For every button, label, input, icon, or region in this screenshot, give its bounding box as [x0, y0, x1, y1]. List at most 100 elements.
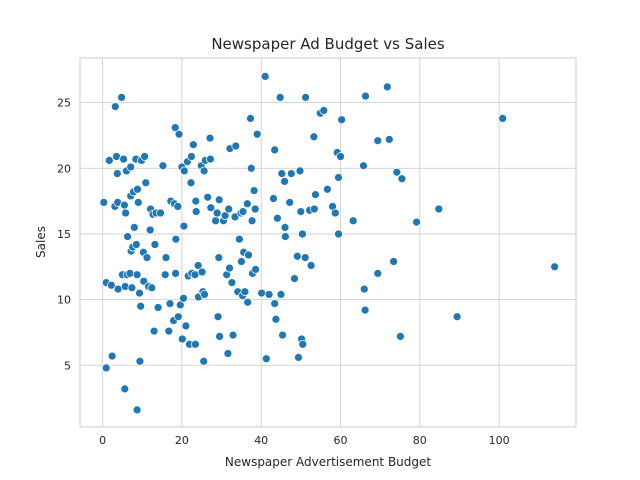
scatter-point	[179, 166, 189, 176]
scatter-point	[257, 288, 266, 298]
scatter-point	[133, 198, 143, 207]
scatter-point	[244, 250, 253, 260]
scatter-point	[104, 156, 114, 165]
scatter-point	[170, 123, 180, 132]
scatter-point	[290, 274, 299, 283]
scatter-point	[127, 283, 137, 293]
scatter-point	[301, 93, 310, 102]
scatter-point	[228, 330, 238, 340]
scatter-point	[161, 253, 171, 262]
scatter-point	[230, 212, 240, 222]
scatter-point	[197, 267, 207, 277]
y-tick-label: 10	[57, 294, 71, 307]
scatter-point	[203, 192, 213, 202]
scatter-point	[235, 234, 244, 244]
scatter-point	[237, 257, 246, 266]
scatter-point	[132, 270, 142, 280]
scatter-point	[330, 208, 340, 218]
scatter-point	[252, 129, 262, 139]
scatter-point	[110, 102, 120, 111]
scatter-point	[296, 207, 306, 216]
scatter-point	[193, 261, 203, 270]
scatter-point	[123, 232, 132, 241]
scatter-point	[295, 166, 305, 176]
scatter-point	[359, 161, 368, 171]
scatter-point	[131, 240, 141, 249]
scatter-point	[412, 217, 421, 227]
x-tick-label: 100	[489, 434, 510, 447]
scatter-point	[373, 269, 383, 278]
scatter-point	[550, 262, 559, 272]
scatter-point	[173, 202, 183, 211]
scatter-point	[337, 115, 347, 125]
scatter-point	[247, 216, 257, 226]
scatter-point	[250, 204, 260, 214]
scatter-point	[214, 195, 224, 205]
scatter-point	[212, 208, 222, 218]
scatter-point	[206, 154, 215, 164]
scatter-point	[260, 72, 270, 81]
scatter-points	[99, 72, 559, 415]
scatter-point	[101, 363, 111, 373]
scatter-point	[270, 299, 280, 308]
scatter-point	[156, 208, 165, 218]
scatter-point	[132, 405, 142, 415]
scatter-point	[242, 199, 252, 209]
x-tick-label: 0	[99, 434, 106, 447]
scatter-point	[142, 253, 152, 262]
scatter-point	[126, 162, 136, 172]
scatter-point	[187, 152, 196, 161]
scatter-point	[191, 196, 201, 206]
scatter-point	[311, 190, 320, 199]
scatter-point	[271, 314, 281, 324]
scatter-point	[119, 154, 128, 164]
scatter-point	[225, 263, 234, 273]
scatter-point	[158, 161, 168, 171]
scatter-point	[285, 198, 295, 207]
scatter-point	[200, 290, 209, 299]
scatter-point	[136, 301, 146, 311]
scatter-point	[273, 213, 282, 223]
scatter-point	[117, 93, 126, 102]
scatter-point	[251, 265, 260, 274]
scatter-point	[199, 166, 209, 176]
scatter-point	[224, 204, 234, 214]
scatter-point	[106, 280, 116, 290]
scatter-point	[153, 303, 163, 312]
y-tick-label: 5	[64, 359, 71, 372]
scatter-point	[214, 253, 224, 262]
scatter-point	[294, 353, 303, 362]
scatter-point	[107, 351, 117, 361]
scatter-point	[280, 223, 290, 232]
x-tick-label: 40	[254, 434, 268, 447]
scatter-point	[306, 261, 316, 270]
scatter-point	[223, 349, 233, 358]
scatter-point	[286, 169, 296, 178]
scatter-point	[270, 145, 280, 155]
scatter-point	[227, 278, 237, 287]
scatter-point	[120, 200, 129, 210]
scatter-point	[181, 321, 191, 331]
scatter-point	[275, 93, 285, 102]
scatter-point	[249, 186, 259, 195]
scatter-point	[211, 216, 220, 226]
scatter-point	[240, 287, 250, 297]
scatter-point	[199, 356, 209, 366]
scatter-point	[135, 288, 144, 298]
scatter-point	[179, 293, 188, 303]
scatter-point	[361, 91, 370, 101]
scatter-point	[276, 290, 286, 299]
scatter-point	[112, 169, 122, 178]
scatter-point	[149, 326, 159, 336]
scatter-point	[160, 270, 170, 280]
scatter-point	[298, 339, 308, 349]
scatter-point	[323, 184, 332, 194]
x-tick-labels: 0 20 40 60 80 100	[99, 434, 510, 447]
scatter-point	[135, 356, 145, 366]
scatter-point	[373, 136, 383, 146]
scatter-point	[150, 240, 160, 249]
plot-frame	[79, 57, 577, 428]
scatter-point	[246, 163, 256, 173]
